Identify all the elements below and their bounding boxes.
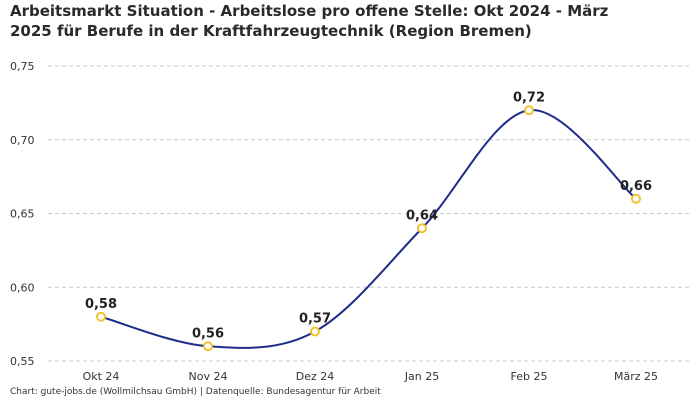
data-point — [417, 223, 427, 234]
x-tick-label: Jan 25 — [404, 370, 439, 383]
x-tick-label: Feb 25 — [511, 370, 548, 383]
data-label: 0,64 — [406, 208, 438, 223]
data-label: 0,66 — [620, 179, 652, 194]
x-tick-label: Nov 24 — [189, 370, 228, 383]
data-point — [310, 326, 320, 337]
y-tick-label: 0,75 — [10, 60, 35, 73]
data-label: 0,58 — [85, 297, 117, 312]
x-tick-label: März 25 — [614, 370, 658, 383]
x-tick-label: Okt 24 — [83, 370, 120, 383]
data-label: 0,72 — [513, 90, 545, 105]
gridlines — [48, 65, 690, 362]
x-axis-ticks: Okt 24 Nov 24 Dez 24 Jan 25 Feb 25 März 25 — [83, 370, 658, 383]
y-axis-ticks: 0,55 0,60 0,65 0,70 0,75 — [10, 60, 35, 368]
data-label: 0,56 — [192, 326, 224, 341]
y-tick-label: 0,55 — [10, 355, 35, 368]
chart-title: Arbeitsmarkt Situation - Arbeitslose pro… — [10, 2, 609, 40]
x-tick-label: Dez 24 — [296, 370, 335, 383]
data-label: 0,57 — [299, 312, 331, 327]
series-line — [100, 109, 637, 349]
data-point — [631, 193, 641, 204]
data-points — [96, 105, 641, 352]
y-tick-label: 0,70 — [10, 134, 35, 147]
data-point — [524, 105, 534, 116]
data-point — [203, 341, 213, 352]
chart-footer: Chart: gute-jobs.de (Wollmilchsau GmbH) … — [10, 387, 381, 397]
y-tick-label: 0,60 — [10, 281, 35, 294]
y-tick-label: 0,65 — [10, 208, 35, 221]
data-point — [96, 311, 106, 322]
data-labels: 0,58 0,56 0,57 0,64 0,72 0,66 — [85, 90, 652, 341]
